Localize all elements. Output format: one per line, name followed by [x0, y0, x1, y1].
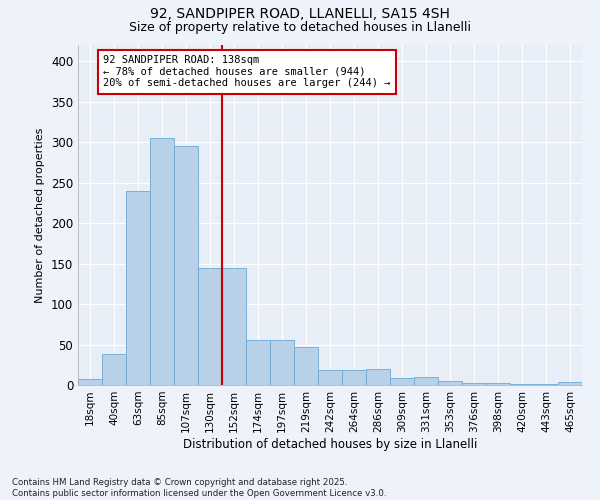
Bar: [342, 370, 366, 385]
Bar: [222, 268, 246, 385]
Bar: [366, 369, 390, 385]
Bar: [318, 370, 342, 385]
Text: Size of property relative to detached houses in Llanelli: Size of property relative to detached ho…: [129, 21, 471, 34]
Bar: [294, 347, 318, 385]
X-axis label: Distribution of detached houses by size in Llanelli: Distribution of detached houses by size …: [183, 438, 477, 450]
Bar: [558, 382, 582, 385]
Bar: [534, 384, 558, 385]
Bar: [150, 138, 174, 385]
Bar: [486, 382, 510, 385]
Bar: [390, 378, 414, 385]
Bar: [414, 377, 438, 385]
Bar: [246, 340, 270, 385]
Bar: [102, 354, 126, 385]
Y-axis label: Number of detached properties: Number of detached properties: [35, 128, 46, 302]
Bar: [78, 380, 102, 385]
Bar: [174, 146, 198, 385]
Bar: [126, 190, 150, 385]
Bar: [510, 384, 534, 385]
Bar: [438, 381, 462, 385]
Bar: [198, 268, 222, 385]
Bar: [462, 382, 486, 385]
Text: 92, SANDPIPER ROAD, LLANELLI, SA15 4SH: 92, SANDPIPER ROAD, LLANELLI, SA15 4SH: [150, 8, 450, 22]
Text: Contains HM Land Registry data © Crown copyright and database right 2025.
Contai: Contains HM Land Registry data © Crown c…: [12, 478, 386, 498]
Text: 92 SANDPIPER ROAD: 138sqm
← 78% of detached houses are smaller (944)
20% of semi: 92 SANDPIPER ROAD: 138sqm ← 78% of detac…: [103, 55, 391, 88]
Bar: [270, 340, 294, 385]
